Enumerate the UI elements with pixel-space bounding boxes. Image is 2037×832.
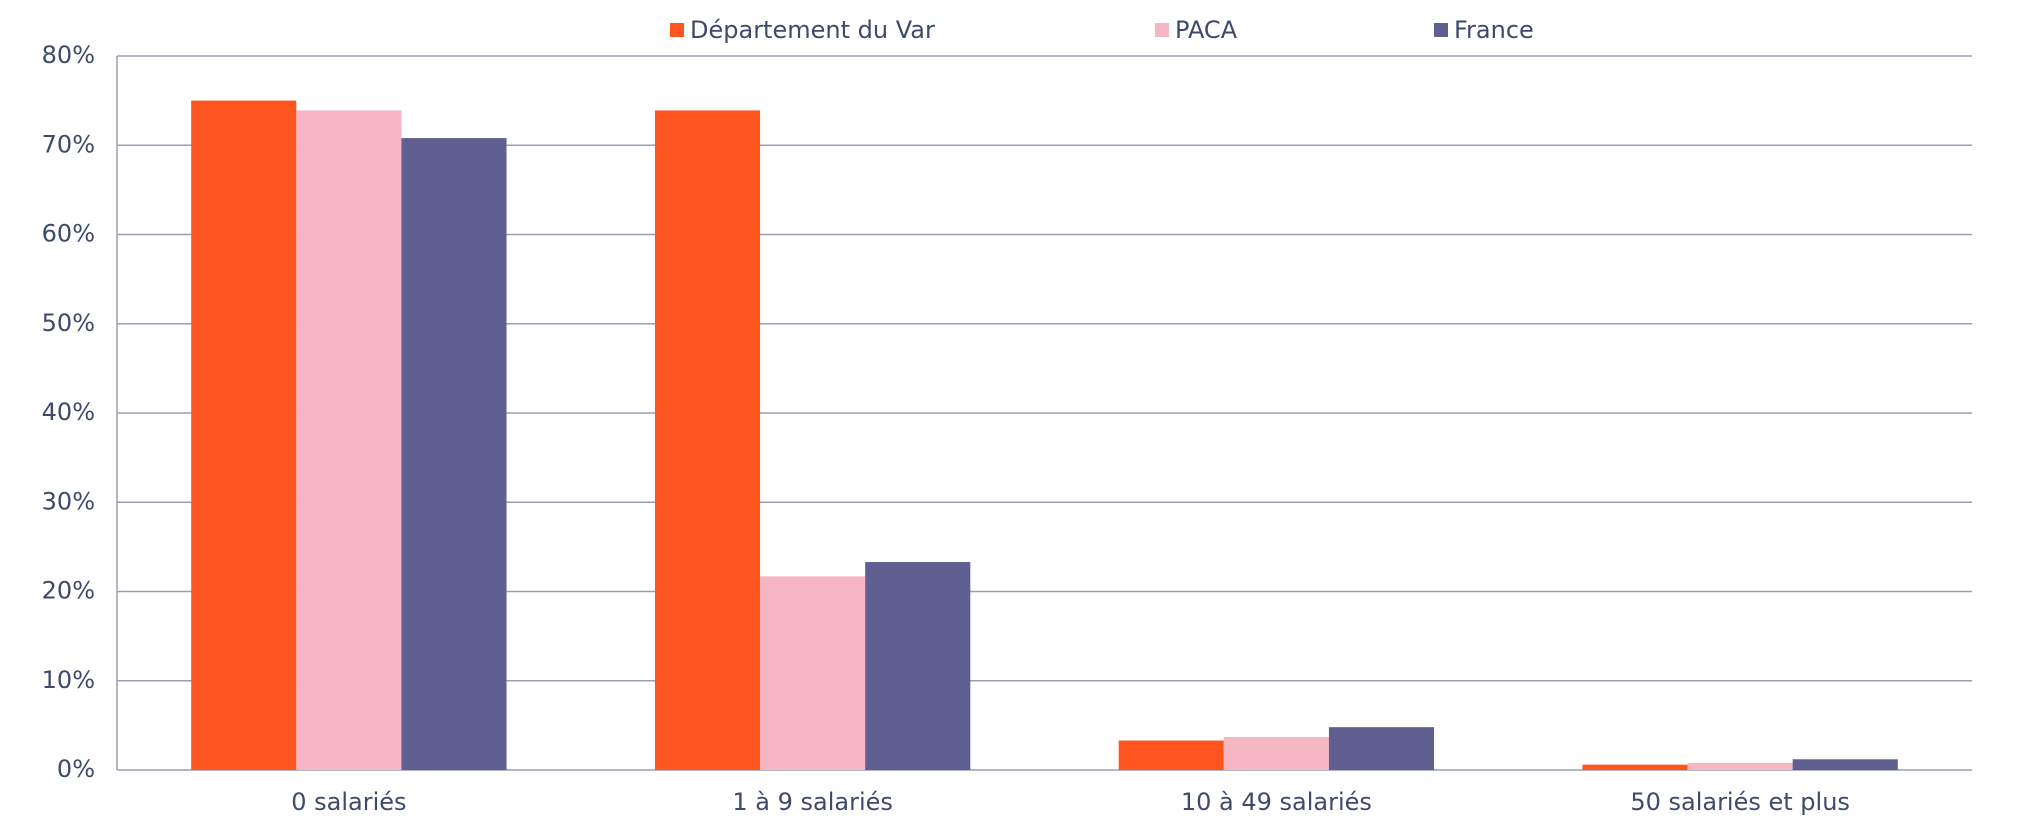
legend-swatch <box>670 23 684 37</box>
bar <box>1328 727 1435 770</box>
bar <box>1792 759 1898 770</box>
legend-swatch <box>1155 23 1169 37</box>
y-tick-label: 30% <box>42 487 95 515</box>
legend-label: PACA <box>1175 16 1238 44</box>
bar <box>1582 764 1688 770</box>
x-tick-label: 50 salariés et plus <box>1630 788 1850 816</box>
bar <box>760 576 866 770</box>
legend-label: France <box>1454 16 1534 44</box>
bar <box>1687 762 1793 770</box>
x-tick-label: 10 à 49 salariés <box>1181 788 1372 816</box>
y-tick-label: 70% <box>42 130 95 158</box>
legend-label: Département du Var <box>690 16 935 44</box>
x-tick-label: 0 salariés <box>291 788 406 816</box>
legend-swatch <box>1434 23 1448 37</box>
bar <box>1118 740 1224 770</box>
y-tick-label: 10% <box>42 666 95 694</box>
y-tick-label: 0% <box>57 755 95 783</box>
y-tick-label: 60% <box>42 220 95 248</box>
y-tick-label: 20% <box>42 577 95 605</box>
bar <box>654 110 761 770</box>
bar <box>1223 736 1329 770</box>
y-tick-label: 40% <box>42 398 95 426</box>
bar <box>296 110 402 770</box>
bar <box>401 138 507 771</box>
x-tick-label: 1 à 9 salariés <box>732 788 893 816</box>
y-tick-label: 50% <box>42 309 95 337</box>
bar <box>865 562 971 770</box>
y-tick-label: 80% <box>42 41 95 69</box>
bar <box>191 100 297 770</box>
